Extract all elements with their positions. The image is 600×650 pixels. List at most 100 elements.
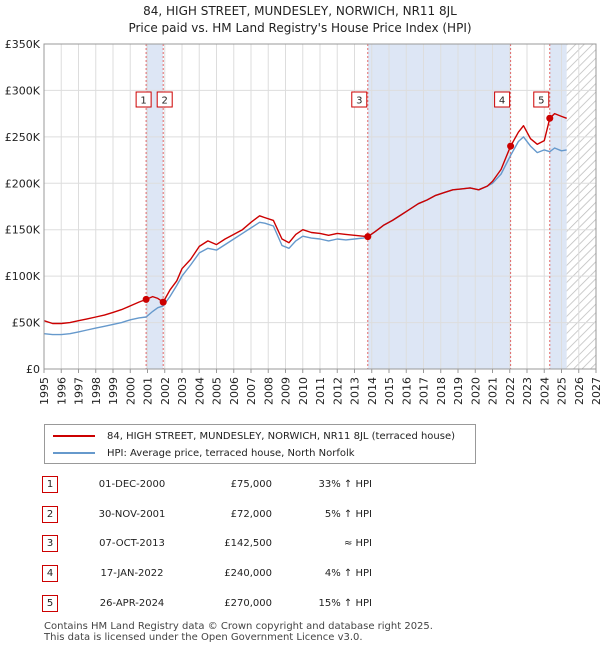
sale-point <box>142 295 150 303</box>
sale-band-5 <box>549 44 567 369</box>
x-tick-label: 2004 <box>193 377 206 405</box>
transaction-hpi-compare: 5% ↑ HPI <box>324 508 372 520</box>
transactions-table: 1 01-DEC-2000 £75,000 33% ↑ HPI 2 30-NOV-2001… <box>42 470 372 618</box>
transaction-date: 07-OCT-2013 <box>99 538 165 550</box>
transaction-hpi-compare: 4% ↑ HPI <box>324 568 372 580</box>
transaction-number: 2 <box>42 505 58 523</box>
x-tick-label: 2027 <box>590 377 600 405</box>
transaction-price: £270,000 <box>224 597 272 609</box>
sale-label-number: 1 <box>140 96 146 107</box>
x-tick-label: 2001 <box>142 377 155 405</box>
y-tick-label: £50K <box>12 317 41 330</box>
transaction-number: 5 <box>42 594 58 612</box>
legend-label-hpi: HPI: Average price, terraced house, Nort… <box>107 447 355 459</box>
transaction-price: £240,000 <box>224 568 272 580</box>
sale-point <box>364 233 372 241</box>
x-tick-label: 2014 <box>366 377 379 405</box>
footer-licence: This data is licensed under the Open Gov… <box>44 632 363 643</box>
transaction-hpi-compare: 15% ↑ HPI <box>318 597 372 609</box>
property-series-line <box>43 112 567 325</box>
x-tick-label: 2005 <box>211 377 224 405</box>
forecast-hatch <box>566 44 596 369</box>
sale-label-box <box>351 91 368 108</box>
legend-item-hpi: HPI: Average price, terraced house, Nort… <box>53 445 355 461</box>
chart-subtitle: Price paid vs. HM Land Registry's House … <box>128 21 472 35</box>
x-tick-label: 1996 <box>55 377 68 405</box>
y-tick-label: £200K <box>5 177 41 190</box>
x-tick-label: 1998 <box>90 377 103 405</box>
x-tick-label: 2024 <box>538 377 551 405</box>
legend-item-property: 84, HIGH STREET, MUNDESLEY, NORWICH, NR1… <box>53 428 455 444</box>
transaction-price: £75,000 <box>230 479 272 491</box>
transaction-price: £142,500 <box>224 538 272 550</box>
transaction-row: 3 07-OCT-2013 £142,500 ≈ HPI <box>42 529 372 559</box>
x-tick-label: 2009 <box>280 377 293 405</box>
x-tick-label: 2002 <box>159 377 172 405</box>
sale-label-number: 4 <box>499 96 505 107</box>
x-tick-label: 2010 <box>297 377 310 405</box>
sale-label-number: 3 <box>356 96 362 107</box>
x-tick-label: 2016 <box>400 377 413 405</box>
x-tick-label: 1997 <box>73 377 86 405</box>
transaction-date: 26-APR-2024 <box>99 597 165 609</box>
y-tick-label: £300K <box>5 84 41 97</box>
transaction-hpi-compare: 33% ↑ HPI <box>318 479 372 491</box>
x-tick-label: 2015 <box>383 377 396 405</box>
transaction-row: 4 17-JAN-2022 £240,000 4% ↑ HPI <box>42 559 372 589</box>
transaction-price: £72,000 <box>230 508 272 520</box>
sale-label-box <box>156 91 173 108</box>
transaction-number: 4 <box>42 565 58 583</box>
x-tick-label: 2017 <box>418 377 431 405</box>
transaction-row: 1 01-DEC-2000 £75,000 33% ↑ HPI <box>42 470 372 500</box>
transaction-hpi-compare: ≈ HPI <box>343 538 372 550</box>
x-tick-label: 2020 <box>469 377 482 405</box>
x-tick-label: 2007 <box>245 377 258 405</box>
sale-label-number: 2 <box>162 96 168 107</box>
legend-label-property: 84, HIGH STREET, MUNDESLEY, NORWICH, NR1… <box>107 430 456 442</box>
x-tick-label: 2026 <box>573 377 586 405</box>
sale-point <box>546 114 554 122</box>
sale-band-1-2 <box>146 44 164 369</box>
chart-legend: 84, HIGH STREET, MUNDESLEY, NORWICH, NR1… <box>44 424 476 464</box>
x-tick-label: 2025 <box>556 377 569 405</box>
x-tick-label: 2023 <box>521 377 534 405</box>
transaction-row: 5 26-APR-2024 £270,000 15% ↑ HPI <box>42 588 372 618</box>
transaction-date: 01-DEC-2000 <box>98 479 166 491</box>
transaction-number: 1 <box>42 476 58 494</box>
x-tick-label: 2013 <box>349 377 362 405</box>
sale-label-box <box>135 91 152 108</box>
x-tick-label: 2003 <box>176 377 189 405</box>
sale-label-box <box>533 91 550 108</box>
x-tick-label: 2022 <box>504 377 517 405</box>
x-tick-label: 2008 <box>262 377 275 405</box>
transaction-row: 2 30-NOV-2001 £72,000 5% ↑ HPI <box>42 500 372 530</box>
x-tick-label: 2012 <box>331 377 344 405</box>
sale-label-number: 5 <box>538 96 544 107</box>
footer-copyright: Contains HM Land Registry data © Crown c… <box>44 621 433 632</box>
y-tick-label: £350K <box>5 38 41 51</box>
footer: Contains HM Land Registry data © Crown c… <box>44 621 433 643</box>
transaction-date: 30-NOV-2001 <box>98 508 166 520</box>
legend-swatch-property <box>53 435 95 437</box>
x-tick-label: 1999 <box>107 377 120 405</box>
y-tick-label: £0 <box>26 363 40 376</box>
transaction-number: 3 <box>42 535 58 553</box>
hpi-series-line <box>43 136 567 336</box>
x-tick-label: 1995 <box>38 377 51 405</box>
sale-point <box>159 298 167 306</box>
price-chart: 1 2 3 4 5 £0 £50K £100K £150K £200K £250K £300K £35… <box>5 38 600 405</box>
sale-band-3-4 <box>367 44 511 369</box>
x-tick-label: 2000 <box>124 377 137 405</box>
x-tick-label: 2018 <box>435 377 448 405</box>
x-tick-label: 2019 <box>452 377 465 405</box>
y-tick-label: £100K <box>5 270 41 283</box>
sale-label-box <box>494 91 511 108</box>
legend-swatch-hpi <box>53 452 95 454</box>
transaction-date: 17-JAN-2022 <box>100 568 164 580</box>
y-tick-label: £150K <box>5 224 41 237</box>
chart-title: 84, HIGH STREET, MUNDESLEY, NORWICH, NR1… <box>143 4 457 18</box>
x-tick-label: 2006 <box>228 377 241 405</box>
x-tick-label: 2021 <box>487 377 500 405</box>
sale-point <box>507 142 515 150</box>
x-tick-label: 2011 <box>314 377 327 405</box>
